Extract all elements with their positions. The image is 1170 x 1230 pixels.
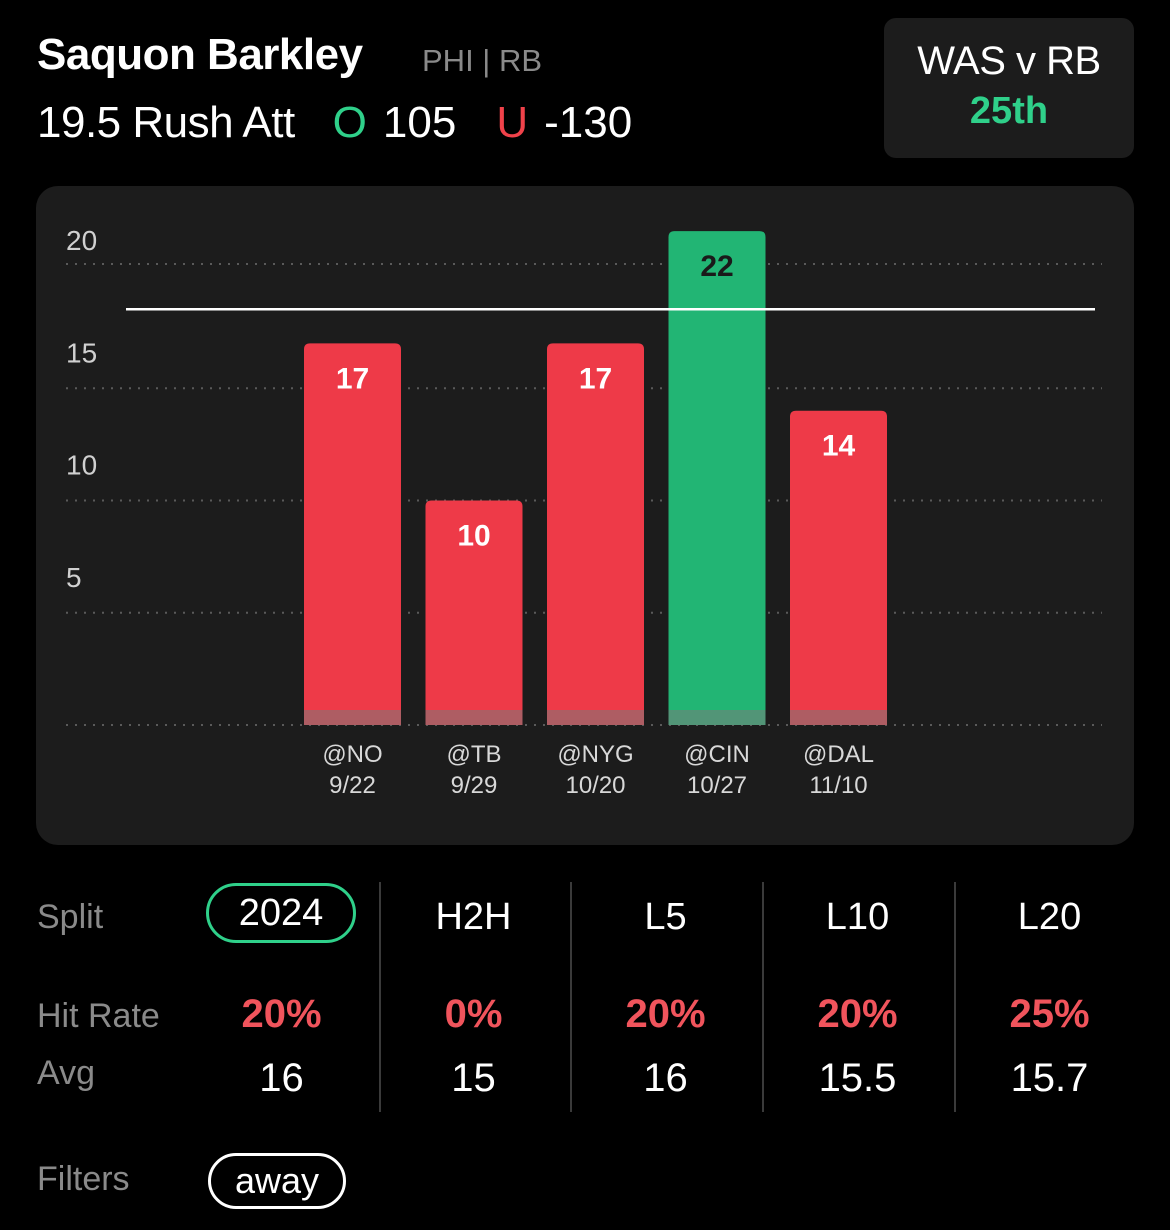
avg-value: 15.5 xyxy=(818,1056,897,1100)
over-odds[interactable]: 105 xyxy=(382,98,457,147)
split-tab-l5[interactable]: L5 xyxy=(644,896,687,938)
avg-value: 15.7 xyxy=(1010,1056,1089,1100)
bar xyxy=(790,410,887,725)
bar xyxy=(668,231,766,725)
bar-base xyxy=(304,710,401,725)
bar-value-label: 10 xyxy=(457,520,490,553)
column-divider xyxy=(762,882,764,1112)
over-label[interactable]: O xyxy=(332,98,367,147)
x-tick-date: 9/22 xyxy=(329,772,376,799)
avg-value: 15 xyxy=(451,1056,496,1100)
x-tick-date: 10/20 xyxy=(565,772,625,799)
prop-line-row: 19.5 Rush Att O 105 U -130 xyxy=(37,96,632,150)
hit-rate-row-label: Hit Rate xyxy=(37,997,160,1035)
avg-value: 16 xyxy=(643,1056,688,1100)
x-tick-opponent: @CIN xyxy=(684,741,750,768)
y-tick-label: 10 xyxy=(66,450,97,481)
hit-rate-value: 20% xyxy=(625,992,706,1036)
hit-rate-value: 0% xyxy=(444,992,503,1036)
split-column-l20: L20 25% 15.7 xyxy=(954,878,1145,1113)
split-column-h2h: H2H 0% 15 xyxy=(378,878,569,1113)
bar-base xyxy=(668,710,766,725)
filter-pill-away[interactable]: away xyxy=(208,1153,346,1209)
matchup-title: WAS v RB xyxy=(917,39,1101,83)
game-log-chart: 5 10 15 20 17 @NO 9/22 10 @TB 9/29 17 @NYG 10/20 22 @C… xyxy=(36,186,1134,845)
y-tick-label: 15 xyxy=(66,337,97,368)
prop-line: 19.5 Rush Att xyxy=(37,98,295,147)
x-tick-opponent: @DAL xyxy=(803,741,874,768)
avg-row-label: Avg xyxy=(37,1054,95,1092)
split-tab-2024[interactable]: 2024 xyxy=(206,883,356,943)
x-tick-date: 9/29 xyxy=(451,772,498,799)
bar xyxy=(425,500,523,725)
under-label[interactable]: U xyxy=(496,98,529,147)
bar xyxy=(547,343,644,725)
x-tick-opponent: @NO xyxy=(322,741,382,768)
x-tick-opponent: @NYG xyxy=(557,741,633,768)
under-odds[interactable]: -130 xyxy=(544,98,633,147)
matchup-card: WAS v RB 25th xyxy=(884,18,1134,158)
filters-label: Filters xyxy=(37,1160,130,1198)
x-tick-date: 10/27 xyxy=(687,772,747,799)
bar-chart: 5 10 15 20 17 @NO 9/22 10 @TB 9/29 17 @NYG 10/20 22 @C… xyxy=(66,225,1102,799)
split-column-l5: L5 20% 16 xyxy=(570,878,761,1113)
hit-rate-value: 20% xyxy=(817,992,898,1036)
player-team-position: PHI | RB xyxy=(422,43,543,78)
split-tab-l10[interactable]: L10 xyxy=(825,896,890,938)
splits-table: Split Hit Rate Avg 2024 20% 16 H2H 0% 15… xyxy=(0,878,1170,1118)
split-column-l10: L10 20% 15.5 xyxy=(762,878,953,1113)
bar-base xyxy=(425,710,523,725)
split-tab-l20[interactable]: L20 xyxy=(1017,896,1082,938)
bar-value-label: 17 xyxy=(336,362,369,395)
column-divider xyxy=(570,882,572,1112)
column-divider xyxy=(379,882,381,1112)
bar-value-label: 14 xyxy=(822,430,856,463)
bar-value-label: 22 xyxy=(700,250,733,283)
bar-base xyxy=(547,710,644,725)
x-tick-date: 11/10 xyxy=(809,772,867,799)
player-name: Saquon Barkley xyxy=(37,30,363,79)
split-tab-h2h[interactable]: H2H xyxy=(435,896,512,938)
avg-value: 16 xyxy=(259,1056,304,1100)
bar xyxy=(304,343,401,725)
y-tick-label: 5 xyxy=(66,562,82,593)
hit-rate-value: 20% xyxy=(241,992,322,1036)
y-tick-label: 20 xyxy=(66,225,97,256)
bar-value-label: 17 xyxy=(579,362,612,395)
split-column-2024: 20% 16 xyxy=(186,878,377,1113)
hit-rate-value: 25% xyxy=(1009,992,1090,1036)
split-row-label: Split xyxy=(37,898,104,936)
column-divider xyxy=(954,882,956,1112)
x-tick-opponent: @TB xyxy=(446,741,501,768)
matchup-rank: 25th xyxy=(969,90,1049,132)
bar-base xyxy=(790,710,887,725)
